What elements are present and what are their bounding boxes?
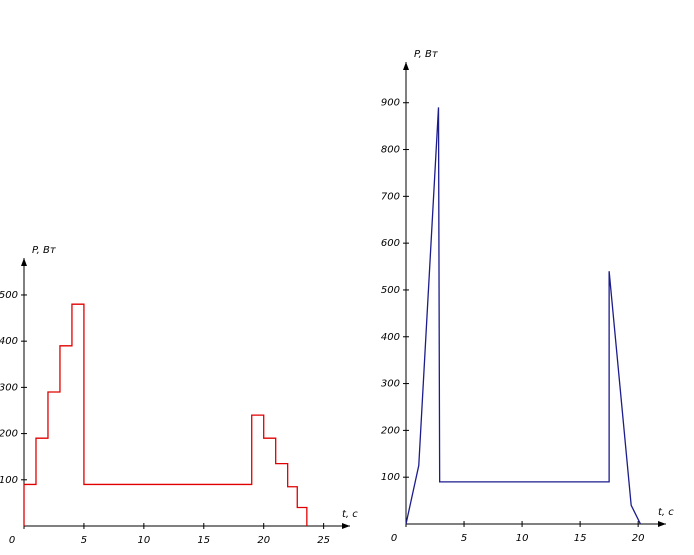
x-tick-label: 5: [461, 533, 467, 544]
y-tick-label: 100: [381, 472, 400, 483]
x-tick-label: 15: [197, 535, 210, 546]
x-tick-label: 10: [137, 535, 150, 546]
x-arrow: [342, 523, 350, 529]
y-tick-label: 100: [0, 475, 18, 486]
y-tick-label: 300: [381, 379, 400, 390]
y-arrow: [21, 258, 27, 266]
x-tick-label: 15: [574, 533, 587, 544]
x-axis-label: t, с: [658, 507, 674, 518]
x-tick-label: 5: [81, 535, 87, 546]
y-tick-label: 600: [381, 238, 400, 249]
y-tick-label: 800: [381, 145, 400, 156]
x-tick-label: 10: [516, 533, 529, 544]
x-tick-label: 0: [9, 535, 15, 546]
y-tick-label: 400: [0, 336, 18, 347]
y-tick-label: 500: [0, 290, 18, 301]
y-tick-label: 200: [381, 425, 400, 436]
x-tick-label: 0: [391, 533, 397, 544]
y-tick-label: 900: [381, 98, 400, 109]
x-tick-label: 20: [257, 535, 270, 546]
y-tick-label: 200: [0, 429, 18, 440]
y-tick-label: 400: [381, 332, 400, 343]
y-tick-label: 300: [0, 382, 18, 393]
y-axis-label: P, Вт: [32, 245, 57, 256]
y-tick-label: 700: [381, 191, 400, 202]
data-line: [23, 303, 308, 526]
x-axis-label: t, с: [342, 509, 358, 520]
x-arrow: [658, 521, 666, 527]
y-axis-label: P, Вт: [414, 49, 439, 60]
y-arrow: [403, 62, 409, 70]
x-tick-label: 20: [632, 533, 645, 544]
y-tick-label: 500: [381, 285, 400, 296]
x-tick-label: 25: [317, 535, 330, 546]
data-line: [405, 107, 642, 525]
